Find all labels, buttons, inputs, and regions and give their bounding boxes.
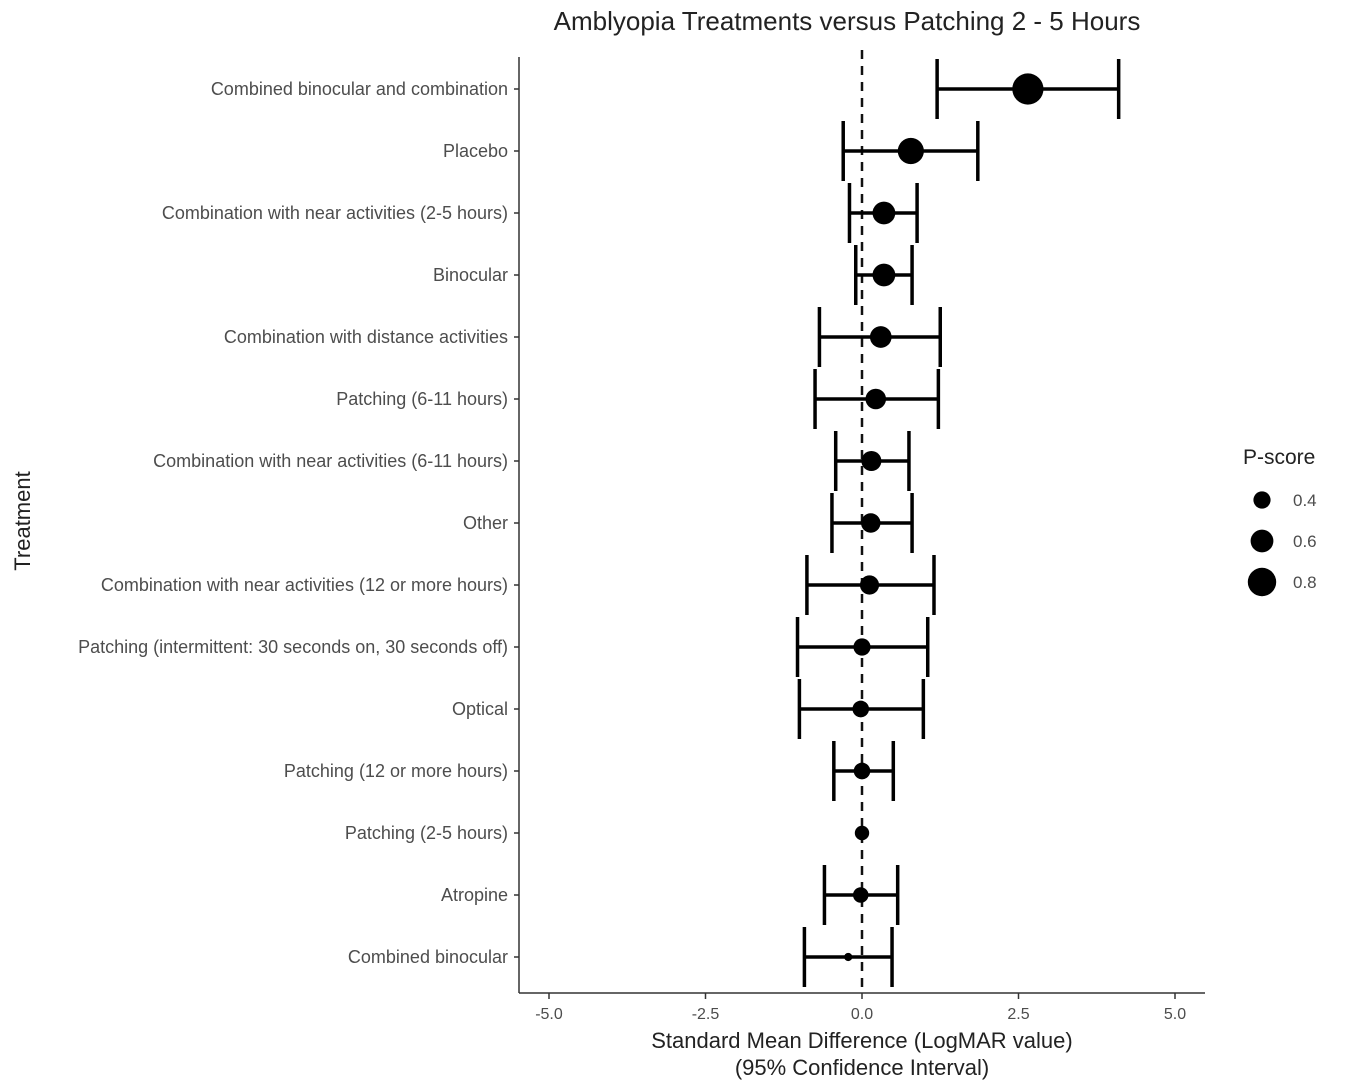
category-label: Atropine	[441, 885, 508, 905]
y-axis-title: Treatment	[10, 471, 35, 570]
point-estimate	[861, 451, 882, 471]
category-label: Combined binocular and combination	[211, 79, 508, 99]
category-label: Combination with distance activities	[224, 327, 508, 347]
category-label: Patching (6-11 hours)	[336, 389, 508, 409]
legend-key	[1253, 491, 1271, 509]
category-label: Combination with near activities (2-5 ho…	[162, 203, 508, 223]
chart-title: Amblyopia Treatments versus Patching 2 -…	[554, 6, 1141, 36]
point-estimate	[872, 263, 896, 287]
category-label: Placebo	[443, 141, 508, 161]
point-estimate	[859, 575, 880, 595]
category-label: Binocular	[433, 265, 508, 285]
point-estimate	[1012, 73, 1044, 105]
point-estimate	[853, 762, 871, 780]
x-tick-label: 2.5	[1007, 1006, 1029, 1023]
category-label: Combination with near activities (6-11 h…	[153, 451, 508, 471]
point-estimate	[869, 326, 892, 348]
legend-title: P-score	[1243, 446, 1315, 469]
legend-label: 0.6	[1293, 532, 1317, 551]
x-axis-title: Standard Mean Difference (LogMAR value)	[651, 1028, 1072, 1053]
x-tick-label: -5.0	[535, 1006, 563, 1023]
legend-label: 0.4	[1293, 491, 1317, 510]
point-estimate	[852, 887, 869, 903]
legend-key	[1250, 529, 1274, 553]
x-tick-label: -2.5	[692, 1006, 720, 1023]
point-estimate	[865, 388, 887, 410]
x-tick-label: 5.0	[1164, 1006, 1186, 1023]
category-label: Combination with near activities (12 or …	[101, 575, 508, 595]
point-estimate	[853, 638, 871, 656]
point-estimate	[897, 137, 924, 165]
point-estimate	[854, 825, 870, 841]
x-axis-subtitle: (95% Confidence Interval)	[735, 1055, 989, 1080]
category-label: Combined binocular	[348, 947, 508, 967]
category-label: Patching (intermittent: 30 seconds on, 3…	[78, 637, 508, 657]
point-estimate	[844, 952, 853, 962]
legend-key	[1247, 567, 1277, 597]
point-estimate	[872, 201, 896, 225]
point-estimate	[861, 513, 881, 533]
point-estimate	[852, 700, 870, 718]
legend-label: 0.8	[1293, 573, 1317, 592]
x-tick-label: 0.0	[851, 1006, 873, 1023]
category-label: Optical	[452, 699, 508, 719]
category-label: Patching (12 or more hours)	[284, 761, 508, 781]
category-label: Patching (2-5 hours)	[345, 823, 508, 843]
legend: P-score 0.4 0.6 0.8	[1243, 446, 1317, 597]
category-label: Other	[463, 513, 508, 533]
